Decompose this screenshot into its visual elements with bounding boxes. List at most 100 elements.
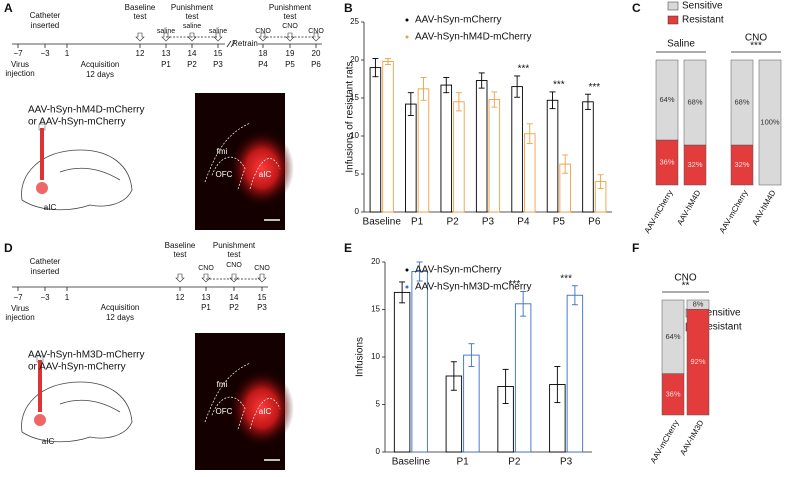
timeline-label: −7 [13, 49, 23, 58]
timeline-label: OFC [216, 407, 233, 416]
error-bar [562, 154, 569, 174]
x-tick-label: P1 [411, 217, 424, 228]
timeline-label: CNO [198, 265, 214, 272]
timeline-label: inserted [31, 21, 59, 30]
timeline-label: 1 [65, 293, 70, 302]
timeline-label: Baseline [125, 3, 156, 12]
x-tick-label: AAV-mCherry [718, 189, 750, 235]
x-tick-label: P3 [482, 217, 495, 228]
error-bar [584, 93, 591, 110]
bar-segment [758, 59, 782, 186]
x-tick-label: AAV-mCherry [649, 419, 681, 465]
bar [463, 354, 480, 453]
bar [511, 86, 523, 213]
error-bar [597, 174, 604, 189]
bar [546, 99, 559, 213]
y-tick-label: 10 [371, 352, 380, 361]
timeline-label: fmi [217, 147, 228, 156]
y-axis-label: Infusions [355, 337, 366, 377]
bar-segment [655, 59, 679, 141]
bar-segment [683, 59, 707, 146]
value-label: 92% [690, 357, 705, 366]
histology-stain [230, 130, 294, 207]
timeline-label: P5 [285, 60, 295, 69]
value-label: 32% [734, 160, 749, 169]
error-bar [416, 261, 423, 282]
error-bar [455, 92, 462, 112]
injection-site [34, 414, 46, 426]
y-tick-label: 15 [350, 93, 359, 102]
error-bar [450, 361, 457, 391]
x-tick-label: P6 [588, 217, 601, 228]
legend-swatch [667, 1, 679, 11]
error-bar [520, 291, 527, 317]
timeline-label: P1 [161, 60, 171, 69]
y-tick-label: 10 [350, 131, 359, 140]
timeline-label: CNO [226, 262, 242, 269]
timeline-label: Acquisition [101, 303, 140, 312]
significance: *** [509, 279, 521, 290]
timeline-label: aIC [42, 437, 55, 446]
bar [475, 80, 488, 213]
timeline-label: P2 [229, 303, 239, 312]
y-tick-label: 5 [355, 169, 360, 178]
bar [523, 133, 536, 213]
timeline-label: 20 [312, 49, 321, 58]
legend-label: AAV-hSyn-hM3D-mCherry [415, 282, 532, 293]
bar [582, 101, 594, 213]
error-bar [385, 58, 392, 66]
timeline-label: P2 [187, 60, 197, 69]
timeline-label: Punishment [171, 3, 214, 12]
bar [453, 101, 465, 213]
legend-marker [405, 35, 409, 39]
timeline-label: CNO [255, 28, 271, 35]
legend-label: AAV-hSyn-mCherry [415, 265, 502, 276]
timeline-label: test [174, 250, 188, 259]
legend-marker [405, 18, 409, 22]
timeline-label: Catheter [30, 257, 61, 266]
x-tick-label: P2 [446, 217, 459, 228]
value-label: 36% [665, 389, 680, 398]
timeline-label: AAV-hSyn-hM4D-mCherry [28, 105, 145, 116]
error-bar [549, 91, 556, 110]
bar [488, 99, 501, 213]
error-bar [571, 285, 578, 306]
timeline-label: saline [157, 28, 175, 35]
error-bar [468, 343, 475, 367]
timeline-label: 15 [258, 293, 267, 302]
arrow [161, 32, 171, 42]
y-tick-label: 0 [355, 207, 360, 216]
error-bar [491, 91, 498, 108]
timeline-label: 12 [176, 293, 185, 302]
timeline-label: Retrain [232, 39, 258, 48]
x-tick-label: AAV-hM4D [675, 188, 702, 226]
timeline-label: Punishment [213, 241, 256, 250]
timeline-label: −3 [40, 293, 50, 302]
timeline-label: Baseline [165, 241, 196, 250]
x-tick-label: AAV-mCherry [643, 189, 675, 235]
x-tick-label: P4 [517, 217, 530, 228]
panel-letter: B [344, 1, 353, 15]
break [226, 40, 232, 48]
value-label: 8% [693, 300, 704, 309]
timeline-label: or AAV-hSyn-mCherry [28, 362, 126, 373]
bar [411, 271, 428, 453]
timeline-label: aIC [44, 203, 57, 212]
timeline-label: P4 [258, 60, 268, 69]
significance: ** [682, 281, 690, 292]
value-label: 100% [760, 117, 780, 126]
x-tick-label: P3 [560, 457, 573, 468]
value-label: 64% [665, 332, 680, 341]
group-title: CNO [674, 273, 696, 284]
timeline-label: 14 [188, 49, 197, 58]
error-bar [502, 368, 509, 404]
bar [440, 84, 453, 213]
timeline-label: Virus [11, 60, 29, 69]
bar [393, 291, 411, 453]
significance: *** [518, 64, 530, 75]
timeline-label: 12 days [106, 313, 134, 322]
timeline-label: injection [5, 69, 34, 78]
timeline-label: OFC [216, 170, 233, 179]
error-bar [526, 123, 533, 145]
